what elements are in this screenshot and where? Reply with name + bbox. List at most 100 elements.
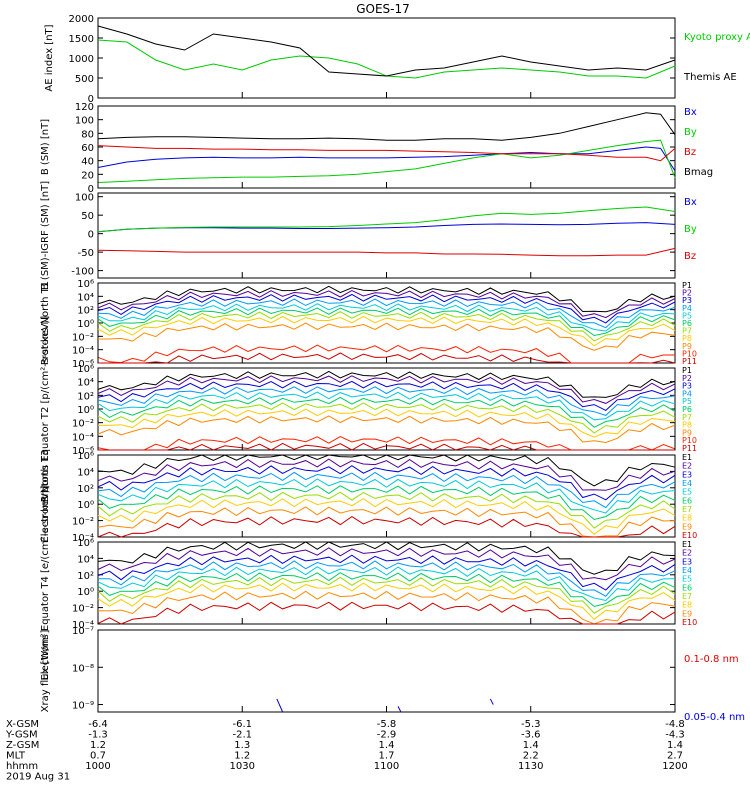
y-tick-label: 0: [88, 94, 94, 105]
legend-entry: E1: [682, 453, 692, 462]
series-line-themis-ae: [97, 25, 676, 77]
channel-line-e3: [97, 465, 676, 501]
x-row-label: X-GSM: [6, 719, 39, 730]
legend-entry: P1: [682, 281, 692, 290]
y-tick-label: 0: [88, 230, 94, 241]
x-row-value: -6.4: [88, 719, 108, 730]
channel-line-e2: [97, 458, 676, 491]
legend-entry: E7: [682, 505, 692, 514]
legend-entry: E7: [682, 592, 692, 601]
panel-2: 0 20 40 60 80 100 120 B (SM) [nT] Bx By Bz Bmag: [40, 102, 713, 195]
channel-line-e9: [97, 506, 676, 538]
x-row-value: 1200: [662, 761, 687, 772]
panel-frame: [97, 629, 676, 713]
x-row-value: 1100: [374, 761, 399, 772]
y-tick-label: 10⁻²: [72, 604, 94, 615]
y-tick-label: 120: [75, 102, 94, 113]
series-segment: [397, 706, 402, 713]
legend-entry: E5: [682, 488, 692, 497]
legend-entry: Bz: [684, 147, 696, 158]
channel-line-e5: [97, 566, 676, 602]
legend-entry: 0.1-0.8 nm: [684, 654, 739, 665]
y-tick-label: 10⁻⁴: [72, 533, 94, 544]
y-tick-label: 500: [75, 74, 94, 85]
panel-7: 10⁶ 10⁴ 10² 10⁰ 10⁻² 10⁻⁴ Electrons Equator T4…: [40, 485, 697, 680]
legend-entry: E1: [682, 540, 692, 549]
y-tick-label: 10⁻⁶: [72, 359, 94, 370]
y-tick-label: 0: [88, 184, 94, 195]
x-row-value: -3.6: [521, 730, 541, 741]
legend-entry: P2: [682, 289, 692, 298]
y-tick-label: 10⁻²: [72, 332, 94, 343]
channel-line-e10: [97, 601, 676, 625]
legend-entry: P6: [682, 319, 692, 328]
series-line-bz: [97, 145, 676, 162]
legend-entry: P8: [682, 421, 692, 430]
x-row-label: MLT: [6, 751, 26, 762]
legend-entry: E10: [682, 531, 697, 540]
legend-entry: P3: [682, 296, 692, 305]
legend-entry: P3: [682, 382, 692, 391]
y-tick-label: 10⁻²: [72, 517, 94, 528]
legend-entry: E6: [682, 496, 692, 505]
x-row-value: 1.2: [90, 740, 106, 751]
legend-entry: E4: [682, 479, 692, 488]
x-row-value: -4.3: [665, 730, 685, 741]
channel-line-p9: [97, 415, 676, 444]
y-tick-label: 10⁰: [77, 319, 94, 330]
series-line-bz: [97, 247, 676, 257]
channel-line-p7: [97, 311, 676, 342]
x-row-label: Y-GSM: [5, 730, 38, 741]
x-row-value: 1.3: [234, 740, 250, 751]
legend-entry: P4: [682, 304, 692, 313]
legend-entry: E4: [682, 566, 692, 575]
legend-entry: P7: [682, 413, 692, 422]
legend-entry: By: [684, 127, 697, 138]
x-row-label: hhmm: [6, 761, 38, 772]
channel-line-e7: [97, 576, 676, 614]
series-segment: [276, 698, 284, 713]
series-line-bmag: [97, 112, 676, 141]
legend-entry: P9: [682, 428, 692, 437]
channel-line-e6: [97, 485, 676, 521]
x-row-value: 2.7: [667, 751, 683, 762]
channel-line-e7: [97, 491, 676, 529]
y-tick-label: 10⁻⁴: [72, 432, 94, 443]
y-tick-label: 10⁻⁹: [72, 701, 94, 712]
y-tick-label: 60: [81, 143, 94, 154]
channel-line-p9: [98, 322, 676, 351]
y-tick-label: 10⁻²: [72, 419, 94, 430]
series-line-kyoto-proxy-ae: [97, 39, 676, 79]
x-row-value: -4.8: [665, 719, 685, 730]
y-tick-label: 10⁰: [77, 405, 94, 416]
y-tick-label: 10⁶: [77, 451, 94, 462]
panel-8: 10⁻⁷ 10⁻⁸ 10⁻⁹ Xray flux [W/m²] 0.1-0.8 nm 0.…: [40, 626, 745, 723]
legend-entry: E2: [682, 549, 692, 558]
y-tick-label: 10⁶: [77, 364, 94, 375]
channel-line-p3: [97, 293, 676, 324]
series-segment: [489, 698, 494, 705]
channel-line-p5: [97, 303, 676, 332]
channel-line-p2: [97, 290, 676, 319]
y-tick-label: 10⁶: [77, 279, 94, 290]
y-tick-label: 100: [75, 116, 94, 127]
legend-entry: P7: [682, 327, 692, 336]
panel-frame: [97, 17, 676, 99]
channel-line-e4: [97, 560, 676, 597]
panel-frame: [97, 541, 676, 625]
y-axis-label: B (SM) [nT]: [40, 119, 51, 175]
channel-line-p7: [97, 402, 676, 434]
x-row-value: 1.7: [379, 751, 395, 762]
legend-entry: Bmag: [684, 167, 713, 178]
channel-line-e8: [97, 498, 676, 535]
y-tick-label: 10⁰: [77, 500, 94, 511]
y-tick-label: 10⁻⁶: [72, 446, 94, 457]
x-row-value: 1.4: [667, 740, 683, 751]
x-row-value: 1000: [85, 761, 110, 772]
legend-entry: Bx: [684, 197, 697, 208]
channel-line-p8: [97, 315, 676, 347]
legend-entry: E2: [682, 462, 692, 471]
legend-entry: P8: [682, 334, 692, 343]
y-tick-label: 10⁻⁴: [72, 346, 94, 357]
legend-entry: P1: [682, 366, 692, 375]
